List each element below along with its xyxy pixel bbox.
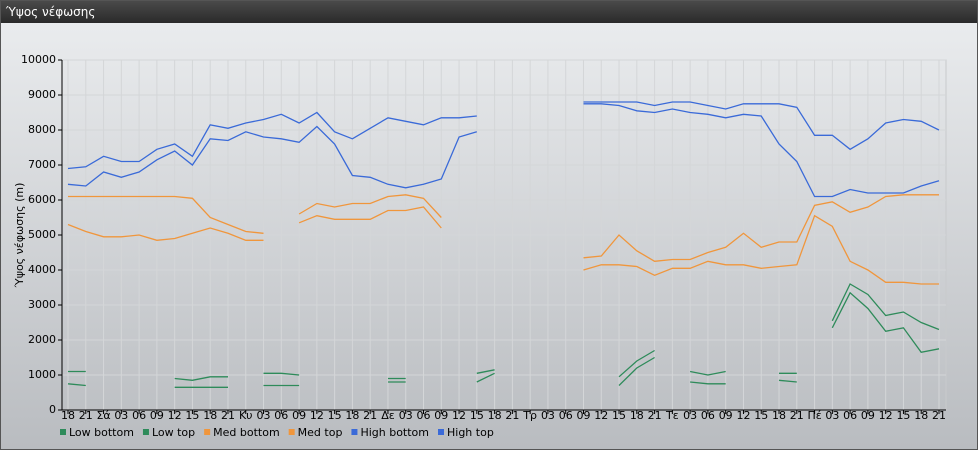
x-tick-label: 09 [861, 409, 875, 422]
x-tick-label: 18 [61, 409, 75, 422]
x-tick-label: 12 [168, 409, 182, 422]
x-tick-label: 21 [648, 409, 662, 422]
y-tick-label: 6000 [28, 193, 56, 206]
y-tick-label: 2000 [28, 333, 56, 346]
series-line [67, 206, 939, 285]
x-tick-label: 09 [292, 409, 306, 422]
x-tick-label: Τε [665, 409, 679, 422]
x-tick-label: 18 [203, 409, 217, 422]
legend-label: Med bottom [213, 426, 280, 439]
x-tick-label: Δε [381, 409, 395, 422]
x-tick-label: 21 [932, 409, 946, 422]
legend-label: High top [447, 426, 494, 439]
legend-label: Med top [298, 426, 343, 439]
y-tick-label: 9000 [28, 88, 56, 101]
x-tick-label: 21 [221, 409, 235, 422]
x-tick-label: 12 [879, 409, 893, 422]
x-tick-label: 12 [594, 409, 608, 422]
x-tick-label: 12 [452, 409, 466, 422]
x-tick-label: 21 [363, 409, 377, 422]
legend-label: Low bottom [69, 426, 134, 439]
x-tick-label: 06 [559, 409, 573, 422]
x-tick-label: 12 [736, 409, 750, 422]
x-tick-label: 18 [630, 409, 644, 422]
legend-label: Low top [152, 426, 195, 439]
x-tick-label: Τρ [522, 409, 537, 422]
x-tick-label: 15 [612, 409, 626, 422]
y-tick-label: 4000 [28, 263, 56, 276]
x-tick-label: 21 [790, 409, 804, 422]
title-bar: Ύψος νέφωσης [1, 1, 977, 23]
y-tick-label: 10000 [21, 53, 56, 66]
x-tick-label: 18 [345, 409, 359, 422]
x-tick-label: 09 [434, 409, 448, 422]
legend-swatch [351, 429, 358, 435]
series-line [68, 194, 939, 262]
x-tick-label: 03 [399, 409, 413, 422]
legend-swatch [288, 429, 295, 435]
x-tick-label: 03 [825, 409, 839, 422]
x-tick-label: 03 [114, 409, 128, 422]
series-line [67, 103, 940, 198]
x-tick-label: 15 [754, 409, 768, 422]
x-tick-label: 09 [576, 409, 590, 422]
x-tick-label: 06 [274, 409, 288, 422]
x-tick-label: 12 [310, 409, 324, 422]
legend-swatch [438, 429, 444, 435]
x-tick-label: 06 [701, 409, 715, 422]
x-tick-label: 18 [772, 409, 786, 422]
x-tick-label: 06 [843, 409, 857, 422]
y-tick-label: 5000 [28, 228, 56, 241]
y-tick-label: 3000 [28, 298, 56, 311]
y-axis-title: Ύψος νέφωσης (m) [13, 183, 26, 289]
series-line [67, 101, 940, 170]
x-tick-label: 09 [150, 409, 164, 422]
window-title: Ύψος νέφωσης [6, 5, 96, 19]
x-tick-label: 15 [328, 409, 342, 422]
x-tick-label: 03 [257, 409, 271, 422]
x-tick-label: 21 [79, 409, 93, 422]
x-tick-label: Κυ [239, 409, 253, 422]
series-line [67, 291, 940, 388]
y-tick-label: 7000 [28, 158, 56, 171]
x-tick-label: 21 [505, 409, 519, 422]
x-tick-label: 03 [541, 409, 555, 422]
legend-label: High bottom [360, 426, 429, 439]
legend-swatch [142, 429, 149, 435]
x-tick-label: 15 [896, 409, 910, 422]
x-tick-label: Σά [96, 409, 110, 422]
x-tick-label: Πέ [807, 409, 821, 422]
y-tick-label: 0 [49, 403, 56, 416]
x-tick-label: 03 [683, 409, 697, 422]
legend-swatch [60, 429, 66, 435]
x-tick-label: 06 [417, 409, 431, 422]
x-tick-label: 09 [719, 409, 733, 422]
y-tick-label: 1000 [28, 368, 56, 381]
y-tick-label: 8000 [28, 123, 56, 136]
x-tick-label: 18 [488, 409, 502, 422]
x-tick-label: 06 [132, 409, 146, 422]
series-line [68, 283, 940, 381]
x-tick-label: 18 [914, 409, 928, 422]
legend-swatch [204, 429, 211, 435]
x-tick-label: 15 [470, 409, 484, 422]
x-tick-label: 15 [185, 409, 199, 422]
